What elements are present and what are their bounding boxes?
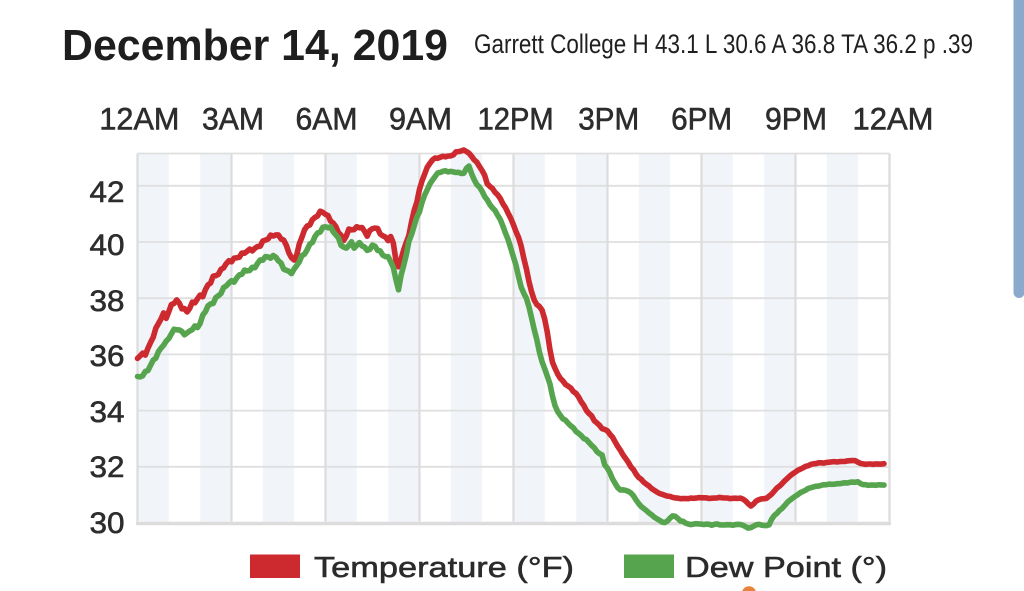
svg-text:40: 40 — [90, 229, 125, 262]
svg-text:3PM: 3PM — [578, 101, 639, 137]
svg-text:Dew Point (°): Dew Point (°) — [685, 552, 887, 584]
svg-text:12AM: 12AM — [99, 101, 179, 137]
svg-text:38: 38 — [90, 285, 125, 318]
svg-text:34: 34 — [90, 396, 125, 429]
svg-text:36: 36 — [90, 340, 125, 373]
svg-text:32: 32 — [90, 451, 125, 484]
svg-text:3AM: 3AM — [202, 101, 264, 137]
svg-text:12AM: 12AM — [853, 101, 934, 137]
svg-text:30: 30 — [90, 507, 125, 540]
svg-text:9PM: 9PM — [765, 101, 827, 137]
svg-text:12PM: 12PM — [478, 101, 554, 137]
svg-text:9AM: 9AM — [389, 101, 452, 137]
svg-text:6PM: 6PM — [671, 101, 732, 137]
svg-text:6AM: 6AM — [296, 101, 358, 137]
svg-text:42: 42 — [90, 176, 125, 209]
svg-text:Garrett College H 43.1 L 30.6: Garrett College H 43.1 L 30.6 A 36.8 TA … — [474, 29, 973, 59]
svg-text:Temperature (°F): Temperature (°F) — [314, 552, 574, 584]
svg-text:December 14, 2019: December 14, 2019 — [62, 21, 448, 70]
